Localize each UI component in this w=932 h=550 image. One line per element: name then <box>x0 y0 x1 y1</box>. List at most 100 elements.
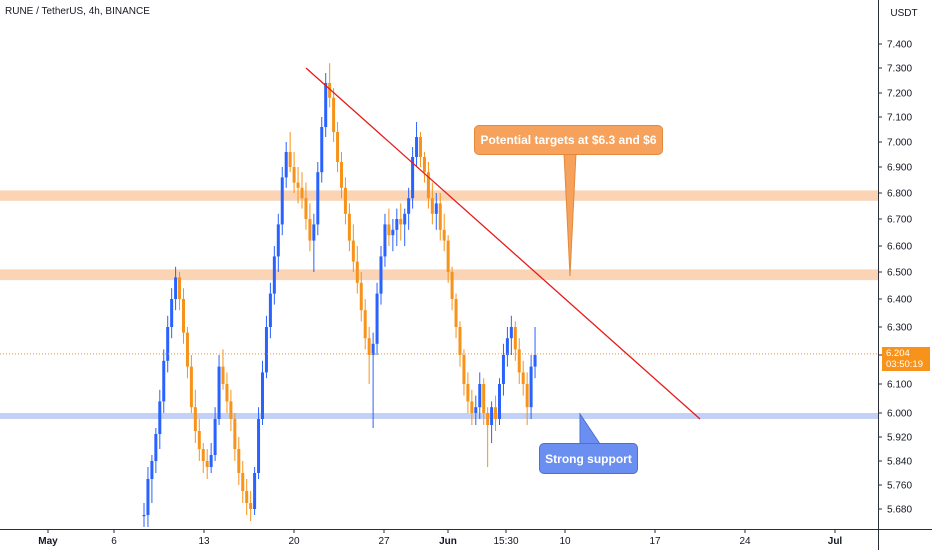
candle-body <box>284 152 288 178</box>
candle-body <box>454 299 458 327</box>
candle-body <box>375 293 379 344</box>
candle-body <box>142 515 146 517</box>
candle-body <box>316 172 320 225</box>
x-tick-label: 27 <box>378 536 390 547</box>
candle-body <box>288 152 292 167</box>
candle-body <box>426 172 430 199</box>
candle-body <box>280 177 284 225</box>
x-axis[interactable]: May 6 13 20 27 Jun 15:30 10 17 24 Jul <box>38 529 842 547</box>
candle-body <box>415 137 419 157</box>
candle-body <box>189 366 193 408</box>
x-tick-label: 13 <box>198 536 210 547</box>
candle-body <box>261 372 264 419</box>
candle-body <box>434 203 438 214</box>
candle-body <box>336 132 340 162</box>
targets-callout-pointer <box>563 152 577 277</box>
candle-body <box>367 338 371 355</box>
y-tick-label: 7.100 <box>887 113 912 124</box>
candle-body <box>419 137 422 157</box>
candle-body <box>272 256 276 294</box>
candle-body <box>249 503 253 509</box>
y-tick-label: 6.100 <box>887 380 912 391</box>
candle-body <box>213 419 217 455</box>
y-tick-label: 5.840 <box>887 457 912 468</box>
candle-body <box>490 407 494 425</box>
candle-body <box>533 355 537 367</box>
candle-body <box>387 224 391 236</box>
candle-body <box>324 83 328 127</box>
candle-body <box>146 479 150 515</box>
support-callout[interactable]: Strong support <box>539 443 638 474</box>
candle-body <box>264 327 268 373</box>
y-axis[interactable]: 7.400 7.300 7.200 7.100 7.000 6.900 6.800 6.700… <box>878 40 912 516</box>
candle-body <box>517 349 521 373</box>
targets-callout[interactable]: Potential targets at $6.3 and $6 <box>474 125 663 155</box>
trendline[interactable] <box>305 67 701 420</box>
y-tick-label: 6.600 <box>887 242 912 253</box>
candle-body <box>529 366 533 408</box>
y-tick-label: 6.500 <box>887 268 912 279</box>
candle-body <box>174 277 178 299</box>
x-tick-label: 10 <box>559 536 571 547</box>
y-tick-label: 6.400 <box>887 295 912 306</box>
candles-group <box>142 63 537 527</box>
candle-body <box>482 384 486 413</box>
y-tick-label: 5.680 <box>887 505 912 516</box>
candle-body <box>498 384 501 419</box>
candle-body <box>217 366 221 419</box>
candle-body <box>458 327 462 355</box>
candle-body <box>525 384 529 408</box>
candle-body <box>422 157 426 173</box>
candle-body <box>450 272 454 299</box>
candle-body <box>292 167 296 183</box>
candle-body <box>407 198 411 214</box>
x-tick-label: 20 <box>288 536 300 547</box>
candle-body <box>304 198 308 219</box>
y-tick-label: 7.300 <box>887 64 912 75</box>
price-zones <box>0 190 878 419</box>
x-tick-label: 15:30 <box>493 536 518 547</box>
candle-body <box>312 224 316 241</box>
candle-body <box>205 461 209 467</box>
candle-body <box>486 413 490 425</box>
support-callout-text: Strong support <box>545 451 632 466</box>
candle-body <box>359 282 363 311</box>
candle-body <box>509 327 513 339</box>
y-tick-label: 6.800 <box>887 189 912 200</box>
candle-body <box>154 434 158 461</box>
candle-body <box>328 83 332 98</box>
candle-body <box>320 127 324 173</box>
candle-body <box>379 256 383 294</box>
candle-body <box>505 338 509 355</box>
candle-body <box>241 473 245 491</box>
zone-support-2 <box>0 413 878 419</box>
candle-body <box>355 261 359 283</box>
y-tick-label: 6.000 <box>887 409 912 420</box>
candle-countdown: 03:50:19 <box>886 359 923 370</box>
candle-body <box>399 219 403 225</box>
candle-body <box>209 455 213 467</box>
candle-body <box>430 198 434 214</box>
candle-body <box>268 293 272 327</box>
candle-body <box>229 401 233 419</box>
candle-body <box>225 384 229 402</box>
last-price-tag: 6.204 03:50:19 <box>882 347 930 371</box>
candle-body <box>462 355 466 384</box>
candle-body <box>166 327 170 361</box>
candle-body <box>300 187 304 199</box>
candle-body <box>351 240 355 262</box>
candle-body <box>347 213 351 241</box>
currency-label[interactable]: USDT <box>890 7 918 19</box>
candle-body <box>470 401 474 413</box>
candle-body <box>233 419 237 449</box>
candle-body <box>513 327 517 350</box>
candle-body <box>332 97 336 132</box>
candle-body <box>403 213 407 225</box>
x-tick-label: 6 <box>111 536 117 547</box>
candle-body <box>296 182 300 188</box>
candle-body <box>221 366 225 384</box>
candle-body <box>521 372 525 384</box>
y-tick-label: 5.760 <box>887 481 912 492</box>
candle-body <box>474 407 478 413</box>
